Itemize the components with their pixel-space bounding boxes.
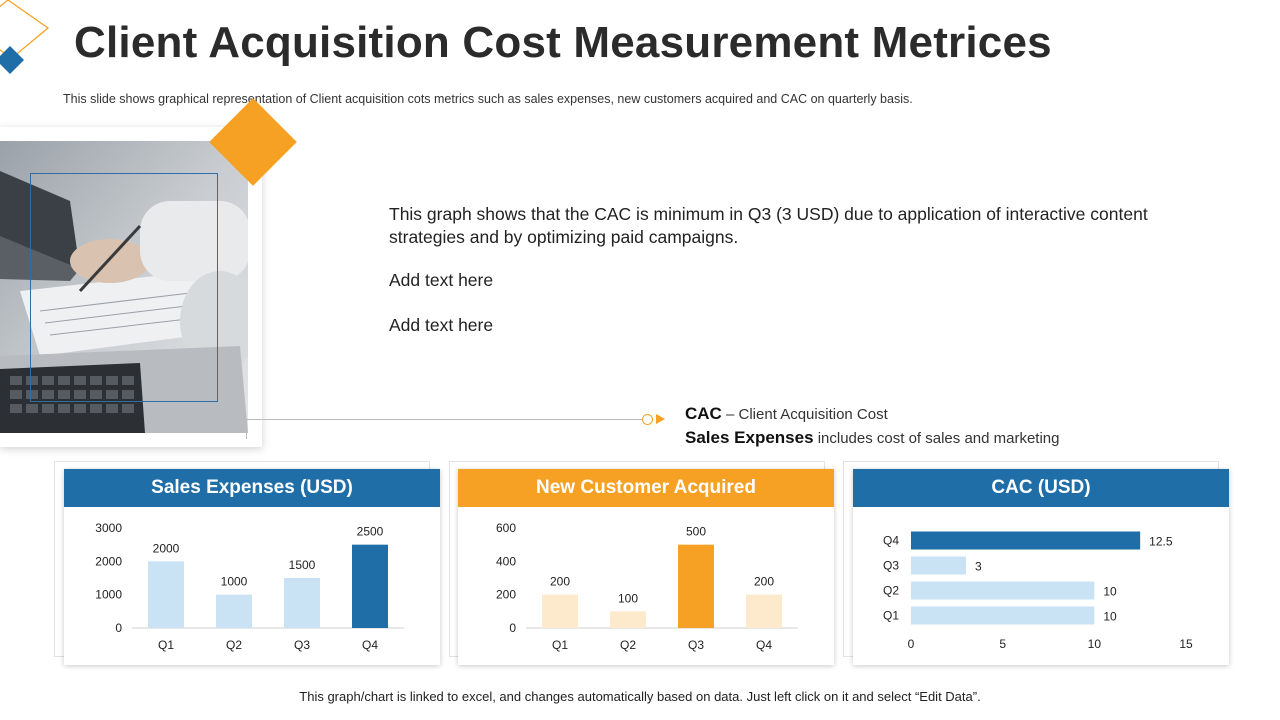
new-customer-chart-panel: New Customer Acquired 0 200 400 600 200 Q1 100…	[458, 469, 834, 665]
bar-q2	[610, 611, 646, 628]
bar-q1	[542, 594, 578, 628]
add-text-2: Add text here	[389, 315, 494, 335]
bar-q4	[746, 594, 782, 628]
x-tick-label: Q2	[226, 638, 242, 652]
photo-frame	[30, 173, 218, 402]
cac-chart[interactable]: 0 5 10 15 10 Q1 10 Q2 3 Q3 12.5 Q4	[853, 507, 1229, 665]
data-label: 200	[550, 575, 570, 589]
sales-expenses-chart-panel: Sales Expenses (USD) 0 1000 2000 3000 2000 Q1…	[64, 469, 440, 665]
bar-q2	[216, 594, 252, 628]
x-tick-label: 15	[1179, 637, 1193, 651]
y-tick-label: 0	[509, 621, 516, 635]
sales-expenses-chart-title: Sales Expenses (USD)	[64, 469, 440, 507]
x-tick-label: 0	[908, 637, 915, 651]
x-tick-label: Q3	[294, 638, 310, 652]
bar-q2	[911, 581, 1095, 600]
y-tick-label: 400	[496, 554, 516, 568]
x-tick-label: Q1	[158, 638, 174, 652]
sales-expenses-chart[interactable]: 0 1000 2000 3000 2000 Q1 1000 Q2 1500 Q3 2500 Q4	[64, 507, 440, 665]
description-text: This graph shows that the CAC is minimum…	[389, 204, 1148, 247]
legend-cac-term: CAC	[685, 404, 722, 423]
bar-q4	[911, 531, 1141, 550]
new-customer-chart-title: New Customer Acquired	[458, 469, 834, 507]
x-tick-label: Q4	[756, 638, 772, 652]
corner-decoration	[0, 0, 50, 74]
y-tick-label: 1000	[95, 588, 122, 602]
legend-cac: CAC – Client Acquisition Cost	[685, 404, 888, 424]
bar-q1	[911, 606, 1095, 625]
y-tick-label: Q3	[883, 559, 899, 573]
y-tick-label: Q2	[883, 584, 899, 598]
y-tick-label: 2000	[95, 554, 122, 568]
x-tick-label: Q3	[688, 638, 704, 652]
data-label: 1500	[289, 558, 316, 572]
cac-chart-title: CAC (USD)	[853, 469, 1229, 507]
page-title: Client Acquisition Cost Measurement Metr…	[74, 18, 1052, 67]
new-customer-chart[interactable]: 0 200 400 600 200 Q1 100 Q2 500 Q3 200 Q4	[458, 507, 834, 665]
legend-sales-term: Sales Expenses	[685, 428, 814, 447]
legend-sales-definition: includes cost of sales and marketing	[813, 430, 1060, 447]
y-tick-label: 200	[496, 588, 516, 602]
legend-cac-definition: – Client Acquisition Cost	[721, 406, 888, 423]
bar-q3	[911, 556, 966, 575]
legend-sales-expenses: Sales Expenses includes cost of sales an…	[685, 428, 1060, 448]
data-label: 2000	[153, 541, 180, 555]
bar-q3	[678, 544, 714, 628]
data-label: 12.5	[1149, 535, 1173, 549]
data-label: 10	[1103, 610, 1117, 624]
x-tick-label: Q1	[552, 638, 568, 652]
x-tick-label: 10	[1088, 637, 1102, 651]
x-tick-label: Q2	[620, 638, 636, 652]
data-label: 2500	[357, 525, 384, 539]
bar-q1	[148, 561, 184, 628]
data-label: 500	[686, 525, 706, 539]
data-label: 200	[754, 575, 774, 589]
connector-circle-icon	[642, 414, 653, 425]
data-label: 3	[975, 560, 982, 574]
bar-q3	[284, 578, 320, 628]
y-tick-label: Q4	[883, 534, 899, 548]
data-label: 1000	[221, 575, 248, 589]
x-tick-label: 5	[999, 637, 1006, 651]
data-label: 10	[1103, 585, 1117, 599]
business-photo	[0, 141, 248, 433]
cac-chart-panel: CAC (USD) 0 5 10 15 10 Q1 10 Q2 3 Q3 12.5 Q4	[853, 469, 1229, 665]
data-label: 100	[618, 591, 638, 605]
y-tick-label: 600	[496, 521, 516, 535]
bar-q4	[352, 544, 388, 628]
add-text-1: Add text here	[389, 270, 494, 290]
connector-arrow-icon	[656, 414, 665, 424]
connector-line	[246, 419, 642, 420]
y-tick-label: 3000	[95, 521, 122, 535]
x-tick-label: Q4	[362, 638, 378, 652]
footer-note: This graph/chart is linked to excel, and…	[299, 689, 981, 704]
page-subtitle: This slide shows graphical representatio…	[63, 92, 913, 106]
y-tick-label: Q1	[883, 609, 899, 623]
y-tick-label: 0	[115, 621, 122, 635]
connector-line-vertical	[246, 419, 247, 439]
